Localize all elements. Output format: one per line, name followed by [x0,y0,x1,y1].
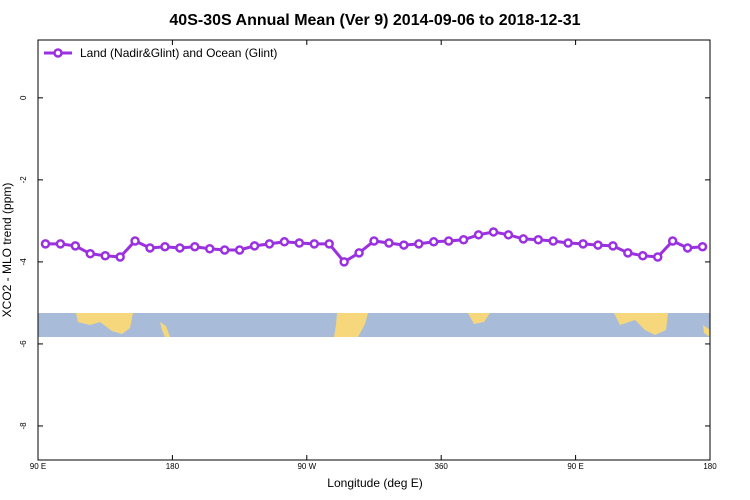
y-tick-label: -6 [19,340,28,348]
data-point [682,243,693,253]
data-point [593,240,603,250]
y-tick-label: -2 [19,176,28,184]
land [703,325,710,337]
data-point [414,239,424,249]
data-point [578,239,588,249]
data-point [40,239,51,249]
y-tick-label: 0 [19,95,28,100]
data-point [384,238,394,248]
data-point [115,252,125,262]
data-point [160,241,170,252]
data-point [294,238,305,248]
data-point [190,241,200,252]
x-tick-label: 90 E [567,462,583,471]
data-point [638,250,648,261]
data-point [204,244,215,254]
data-point [697,241,708,252]
data-point [130,236,140,246]
data-point [667,236,678,246]
y-tick-label: -8 [19,422,28,430]
y-tick-label: -4 [19,258,28,266]
legend-swatch [53,48,63,58]
data-point [324,239,334,249]
data-point [533,234,544,245]
ocean [38,313,710,337]
data-point [100,250,110,261]
data-point [249,241,260,251]
land [468,313,490,324]
data-point [548,236,558,246]
plot-frame [37,39,711,461]
data-point [563,238,573,248]
land [614,313,668,335]
data-point [339,257,349,267]
chart-title: 40S-30S Annual Mean (Ver 9) 2014-09-06 t… [169,12,580,29]
data-point [608,241,618,251]
data-point [264,239,275,249]
x-axis-label: Longitude (deg E) [327,476,422,490]
data-point [85,248,96,259]
data-point [234,245,245,255]
x-tick-label: 180 [166,462,180,471]
x-tick-label: 90 E [30,462,46,471]
y-axis-label: XCO2 - MLO trend (ppm) [0,183,14,318]
data-point [70,241,81,251]
land [76,313,133,334]
data-point [623,248,633,258]
data-point [503,230,514,240]
data-point [175,243,185,253]
data-point [145,243,155,253]
data-point [428,237,439,247]
data-point [369,236,379,246]
data-point [518,234,529,244]
data-point [309,239,320,249]
data-point [458,234,469,245]
data-point [399,240,409,250]
x-tick-label: 180 [703,462,717,471]
data-point [354,248,364,258]
x-tick-label: 90 W [297,462,316,471]
data-point [443,236,454,246]
data-point [652,252,663,262]
data-point [473,230,484,240]
data-point [488,227,499,237]
data-point [219,245,230,255]
data-point [279,237,290,247]
map-strip [38,313,710,337]
land [334,313,368,337]
data-point [55,239,66,249]
legend-label: Land (Nadir&Glint) and Ocean (Glint) [80,46,277,60]
land [160,322,170,337]
x-tick-label: 360 [435,462,449,471]
